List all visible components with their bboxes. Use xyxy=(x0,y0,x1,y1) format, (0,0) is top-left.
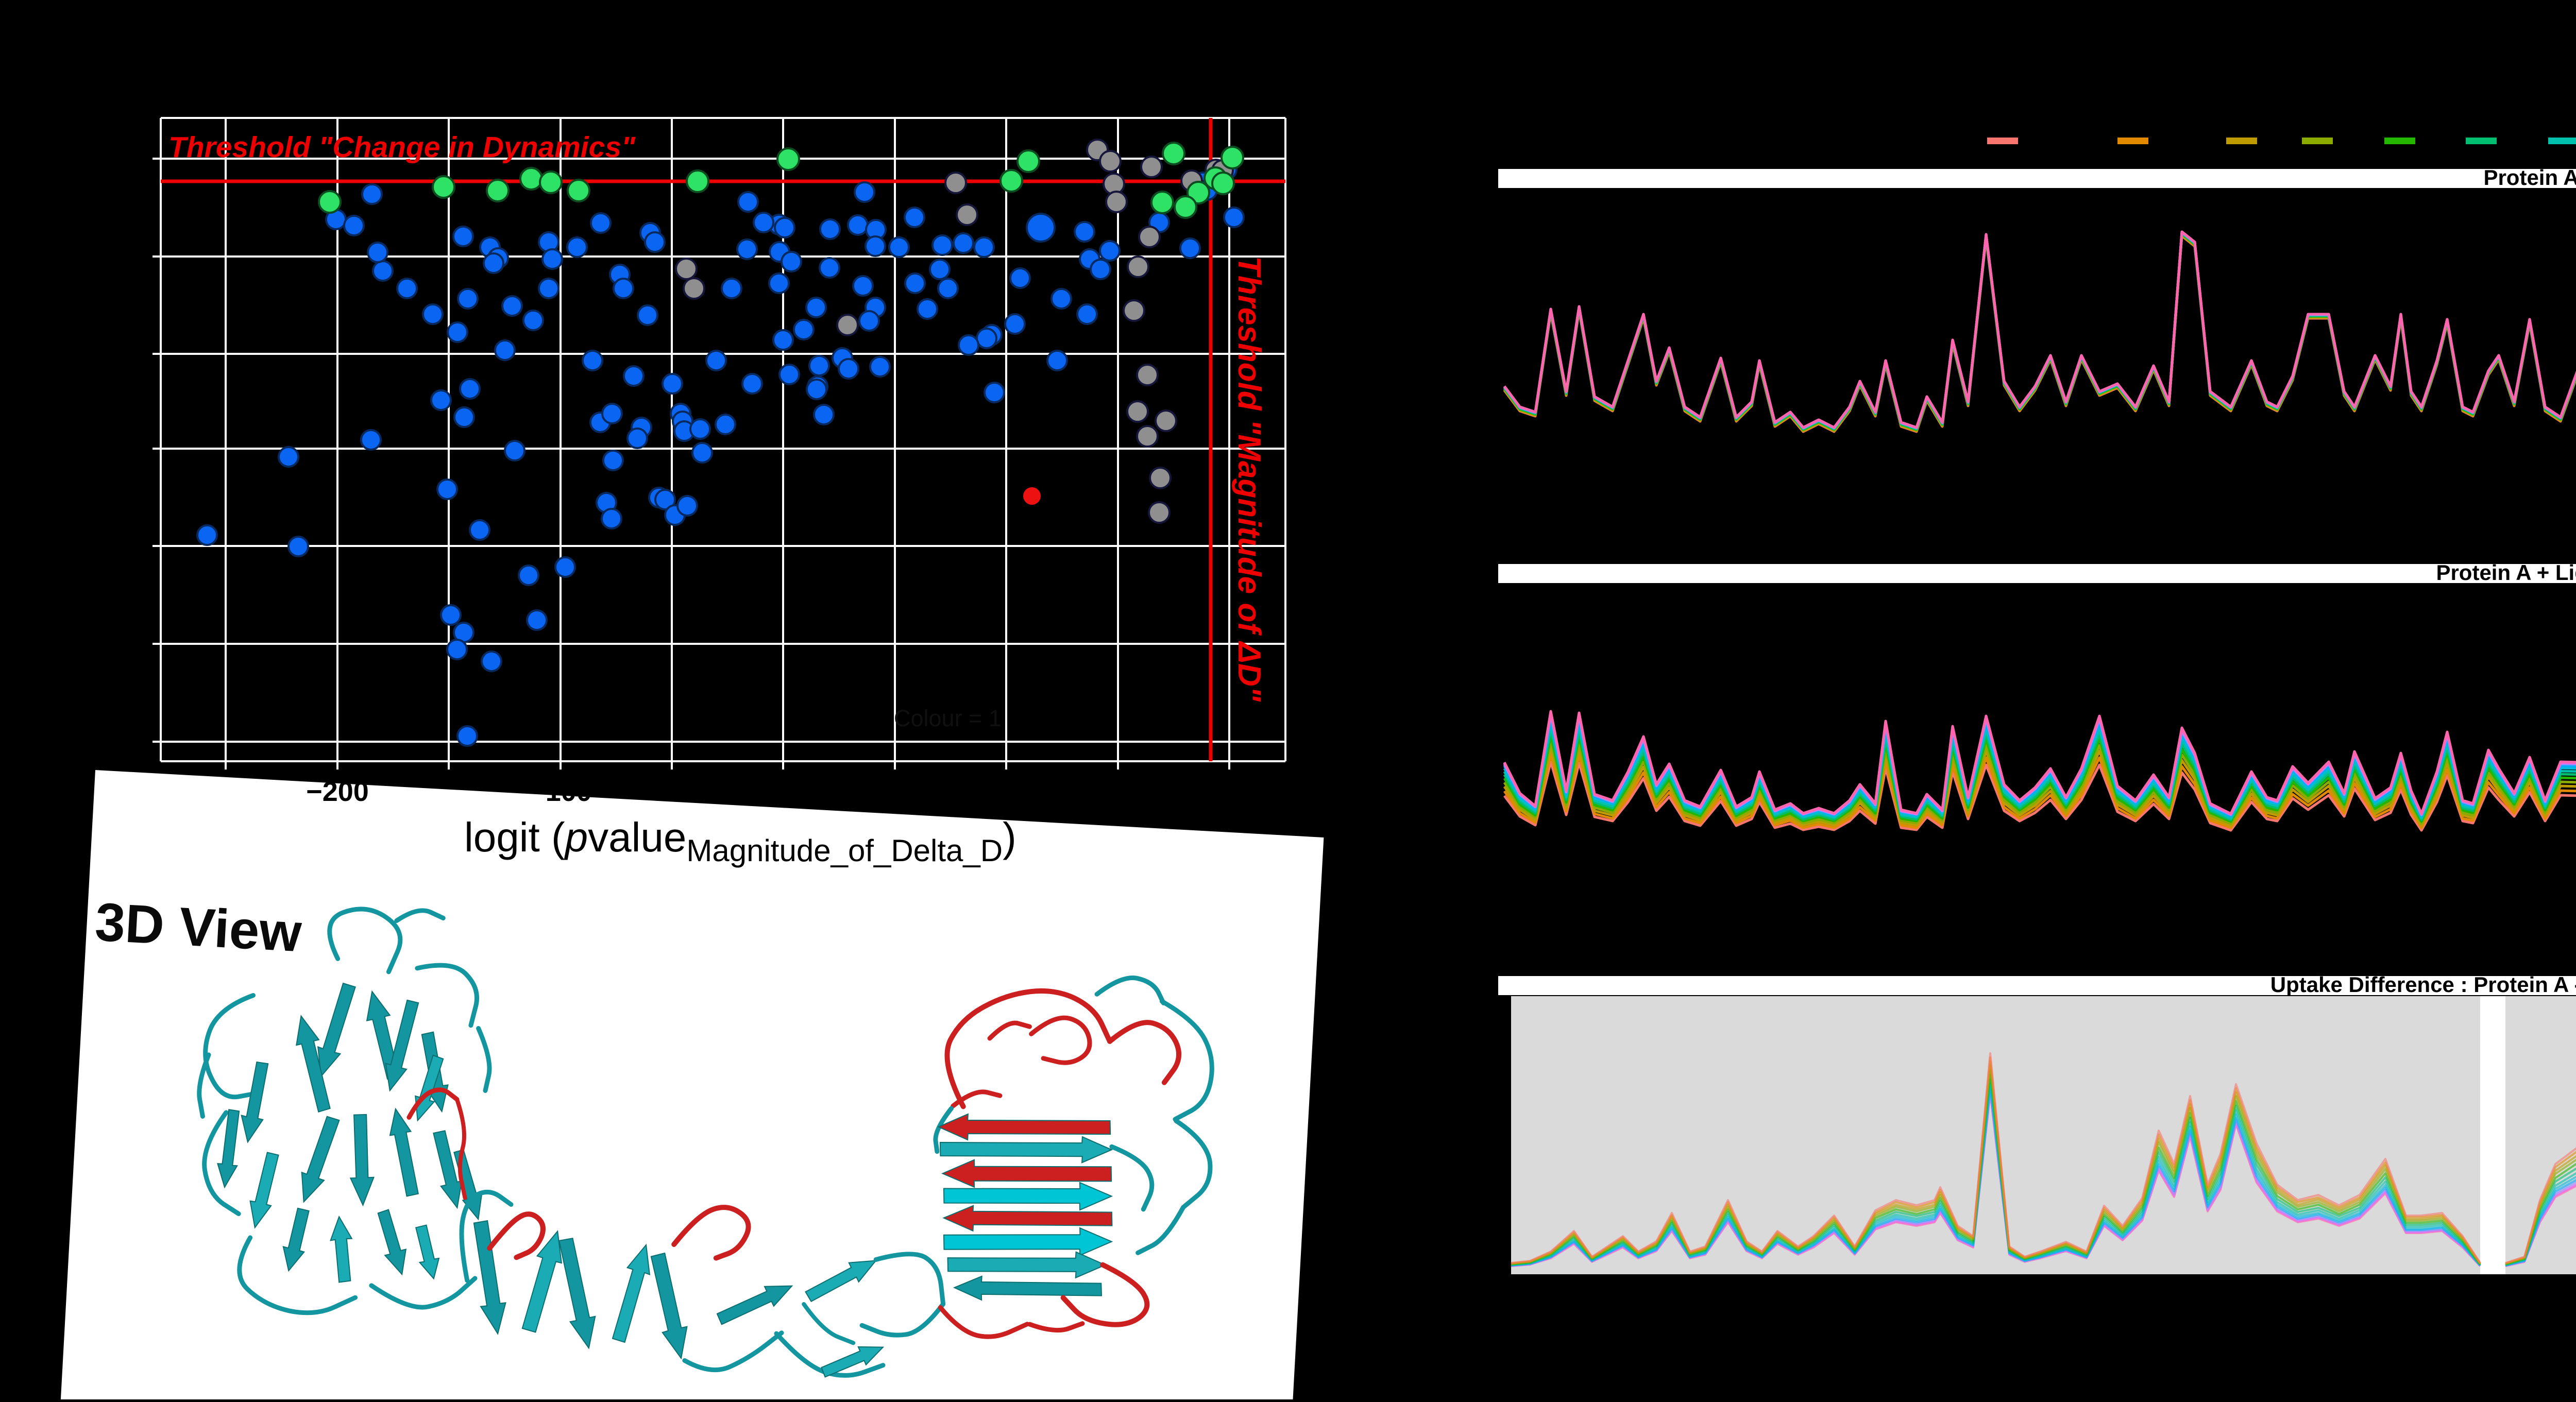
svg-text:Uptake Difference : Protein A: Uptake Difference : Protein A - (Protein… xyxy=(2270,972,2576,997)
svg-text:Protein A + Ligand: Protein A + Ligand xyxy=(2436,560,2576,585)
svg-text:Threshold "Change in Dynamics": Threshold "Change in Dynamics" xyxy=(168,131,636,164)
svg-text:3D View: 3D View xyxy=(94,892,303,964)
svg-text:−200: −200 xyxy=(306,776,369,807)
svg-text:200: 200 xyxy=(1206,776,1252,807)
svg-text:0: 0 xyxy=(775,776,791,807)
svg-text:100: 100 xyxy=(983,776,1029,807)
svg-text:−100: −100 xyxy=(529,776,592,807)
svg-text:Protein A: Protein A xyxy=(2483,165,2576,190)
svg-text:Threshold "Magnitude of ΔD": Threshold "Magnitude of ΔD" xyxy=(1231,256,1267,703)
svg-text:Colour = 1: Colour = 1 xyxy=(894,705,1002,731)
